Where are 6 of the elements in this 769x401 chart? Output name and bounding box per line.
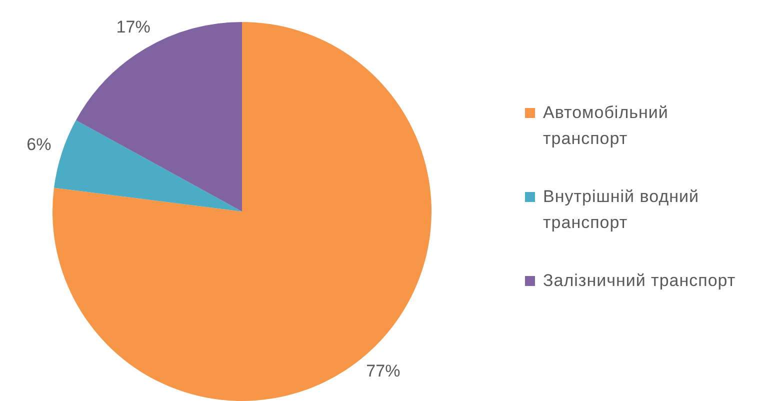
legend-label: Автомобільний транспорт xyxy=(543,102,670,150)
data-label: 6% xyxy=(26,135,52,154)
data-label: 77% xyxy=(366,361,400,380)
data-label: 17% xyxy=(116,17,150,36)
legend-label: Залізничний транспорт xyxy=(543,270,736,292)
legend-label: Внутрішній водний транспорт xyxy=(543,186,700,234)
